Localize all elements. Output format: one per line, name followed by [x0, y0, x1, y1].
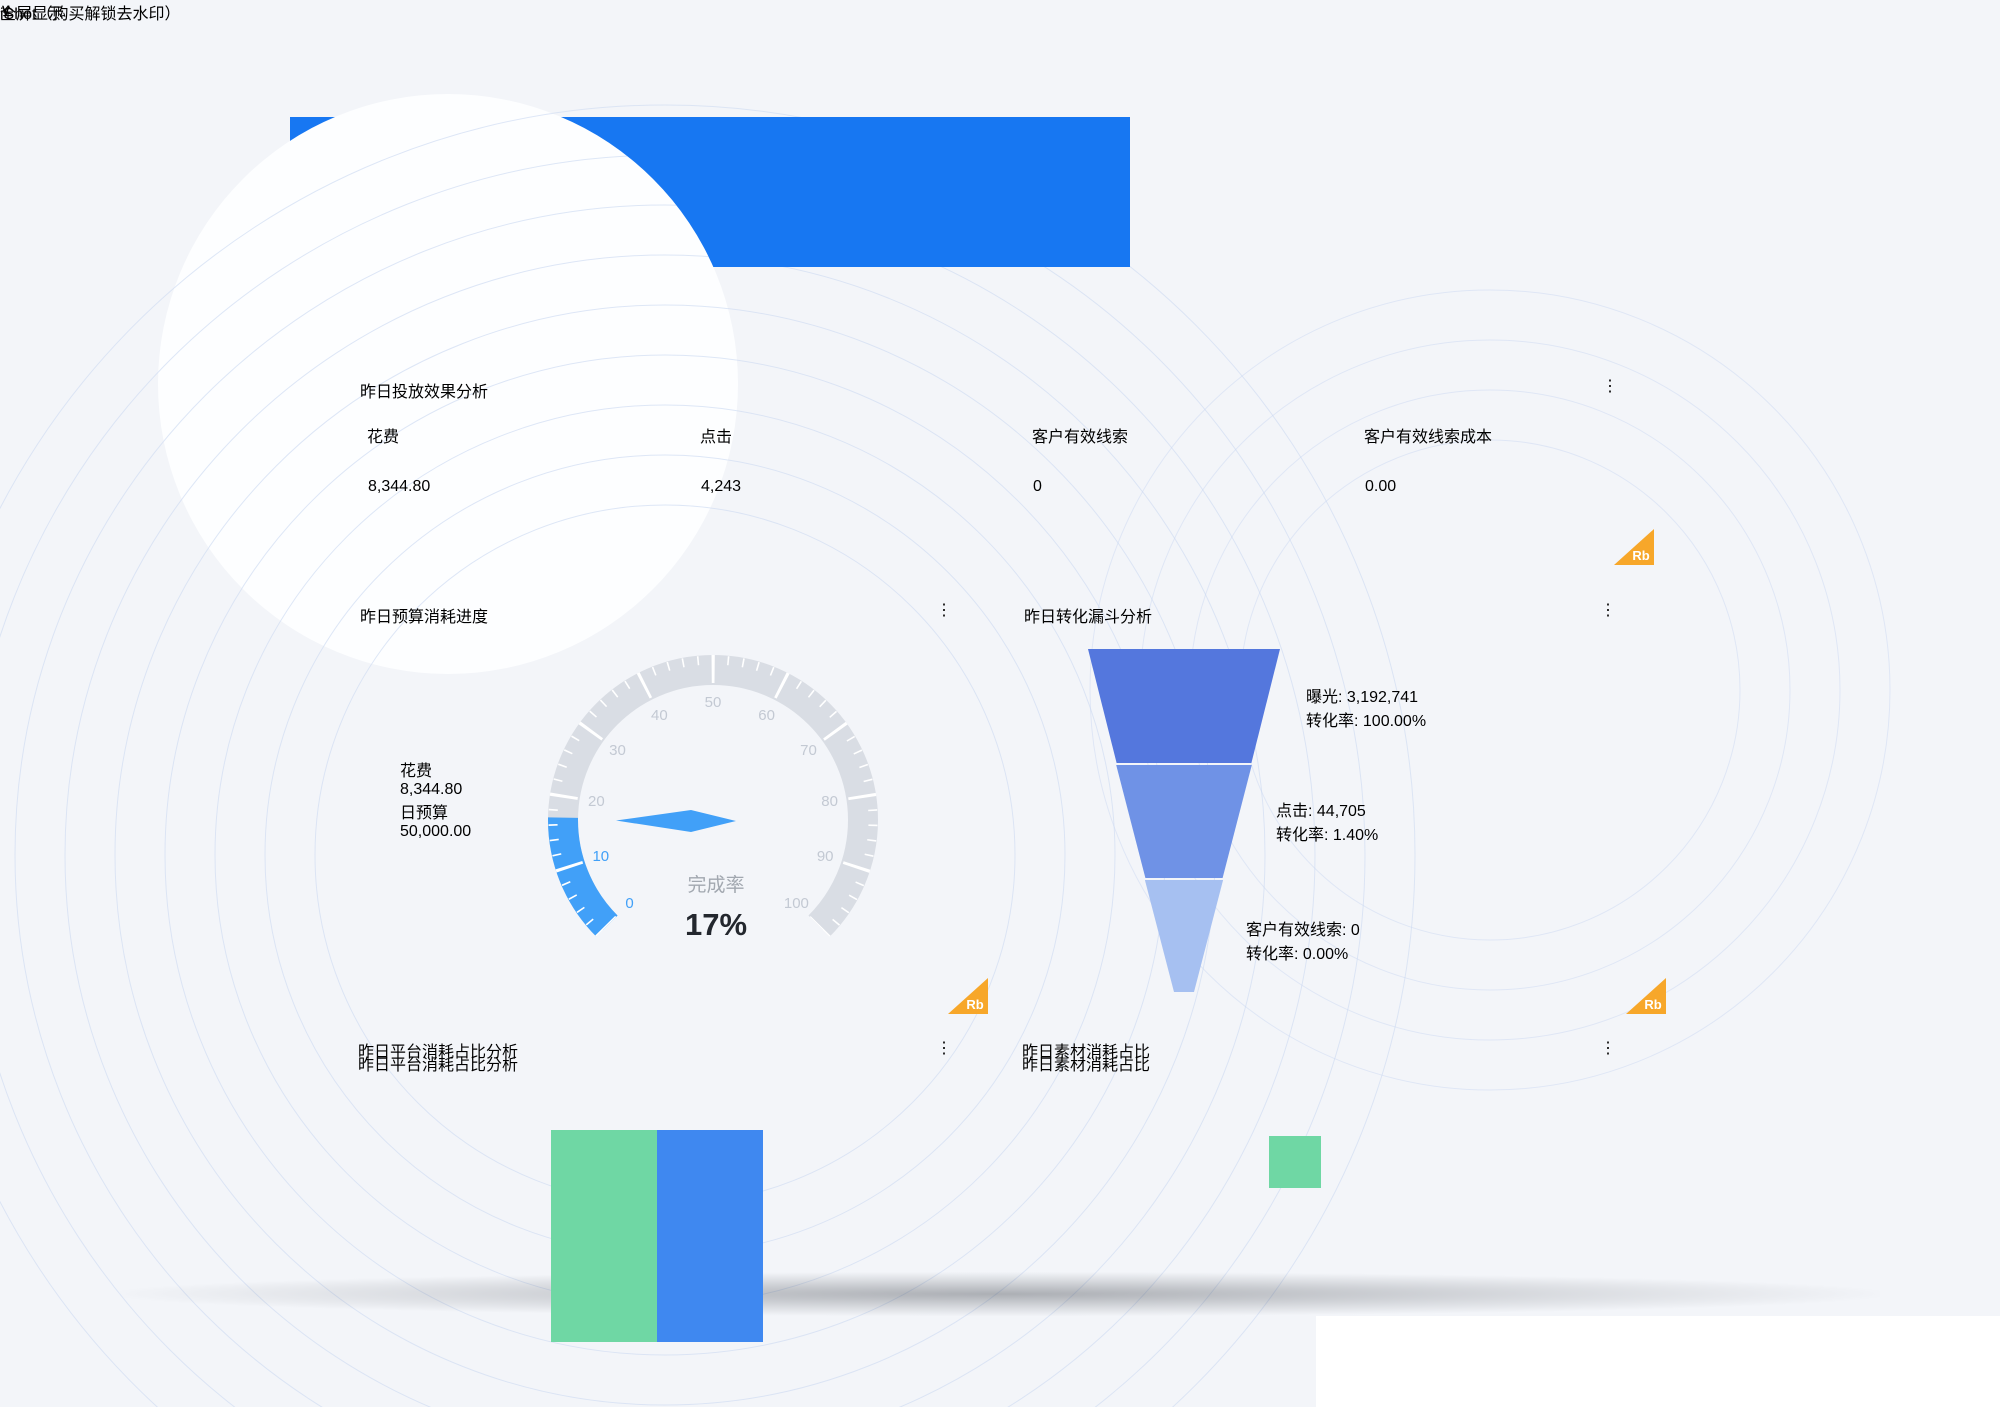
svg-text:10: 10	[592, 848, 609, 865]
chevron-down-icon: ∨	[0, 2, 12, 19]
watermark-badge: Rb	[1614, 529, 1654, 565]
panel-platform-title: 昨日平台消耗占比分析	[358, 1044, 519, 1061]
svg-text:Rb: Rb	[966, 997, 983, 1012]
svg-text:Rb: Rb	[1632, 548, 1649, 563]
panel-funnel-title: 昨日转化漏斗分析	[1024, 609, 1153, 626]
metric-value: 0	[1033, 478, 1042, 495]
panel-material-title-ghost: 昨日素材消耗占比	[1022, 1057, 1151, 1074]
panel-funnel-menu-icon[interactable]: ⋮	[1600, 602, 1616, 619]
watermark-badge: Rb	[1626, 978, 1666, 1014]
svg-text:90: 90	[817, 848, 834, 865]
gauge-tick-labels: 0 10 20 30 40 50 60 70 80 90 100	[588, 694, 838, 912]
laptop-shadow	[120, 1272, 1880, 1316]
metric-value: 0.00	[1365, 478, 1397, 495]
report-select[interactable]: ∨	[0, 0, 12, 20]
panel-effect-menu-icon[interactable]: ⋮	[1602, 378, 1618, 395]
panel-budget-title: 昨日预算消耗进度	[360, 609, 489, 626]
gauge-legend: 花费 8,344.80 日预算 50,000.00	[400, 757, 471, 841]
watermark-pill-button[interactable]: iShot（购买解锁去水印）	[0, 0, 180, 24]
panel-material-menu-icon[interactable]: ⋮	[1600, 1040, 1616, 1057]
fullscreen-link[interactable]: 全屏显示	[0, 6, 65, 23]
pie-chart-material	[1269, 1136, 1321, 1188]
pie-chart-platform	[551, 1130, 763, 1342]
funnel-stage-label: 客户有效线索: 0 转化率: 0.00%	[1246, 922, 1360, 963]
funnel-stage-label: 点击: 44,705 转化率: 1.40%	[1276, 803, 1379, 844]
panel-platform-menu-icon[interactable]: ⋮	[936, 1040, 952, 1057]
svg-text:0: 0	[625, 895, 633, 912]
svg-text:100: 100	[784, 895, 809, 912]
svg-text:80: 80	[821, 793, 838, 810]
gauge-center-label: 完成率	[687, 874, 744, 896]
gauge-legend-budget: 日预算	[400, 805, 449, 822]
panel-effect-title: 昨日投放效果分析	[360, 384, 489, 401]
metric-label: 客户有效线索成本	[1364, 429, 1493, 446]
svg-text:Rb: Rb	[1644, 997, 1661, 1012]
watermark-badge: Rb	[948, 978, 988, 1014]
gauge-legend-budget-value: 50,000.00	[400, 823, 472, 840]
metric-label: 点击	[700, 429, 733, 446]
gauge-legend-spend-value: 8,344.80	[400, 781, 463, 798]
panel-material-title: 昨日素材消耗占比	[1022, 1044, 1151, 1061]
gauge-needle	[616, 810, 736, 832]
funnel-stage-label: 曝光: 3,192,741 转化率: 100.00%	[1306, 689, 1427, 730]
metric-label: 客户有效线索	[1032, 429, 1129, 446]
metric-value: 8,344.80	[368, 478, 431, 495]
watermark-pill-label: iShot（购买解锁去水印）	[0, 6, 181, 23]
corner-white-block	[1316, 1316, 2000, 1407]
gauge-chart: 0 10 20 30 40 50 60 70 80 90 100 完成率 17%	[548, 655, 878, 942]
white-circle-shape	[158, 94, 738, 674]
panel-budget-menu-icon[interactable]: ⋮	[936, 602, 952, 619]
svg-text:40: 40	[651, 707, 668, 724]
metric-value: 4,243	[701, 478, 742, 495]
metric-label: 花费	[367, 429, 400, 446]
svg-text:70: 70	[800, 742, 817, 759]
gauge-center-value: 17%	[685, 907, 747, 942]
background-arcs-right	[1089, 289, 1891, 1091]
laptop-base	[88, 1203, 1908, 1279]
panel-platform-title-ghost: 昨日平台消耗占比分析	[358, 1057, 519, 1074]
gauge-legend-spend: 花费	[400, 763, 433, 780]
funnel-chart	[1088, 649, 1280, 992]
svg-text:30: 30	[609, 742, 626, 759]
svg-text:20: 20	[588, 793, 605, 810]
svg-text:60: 60	[758, 707, 775, 724]
svg-text:50: 50	[705, 694, 722, 711]
